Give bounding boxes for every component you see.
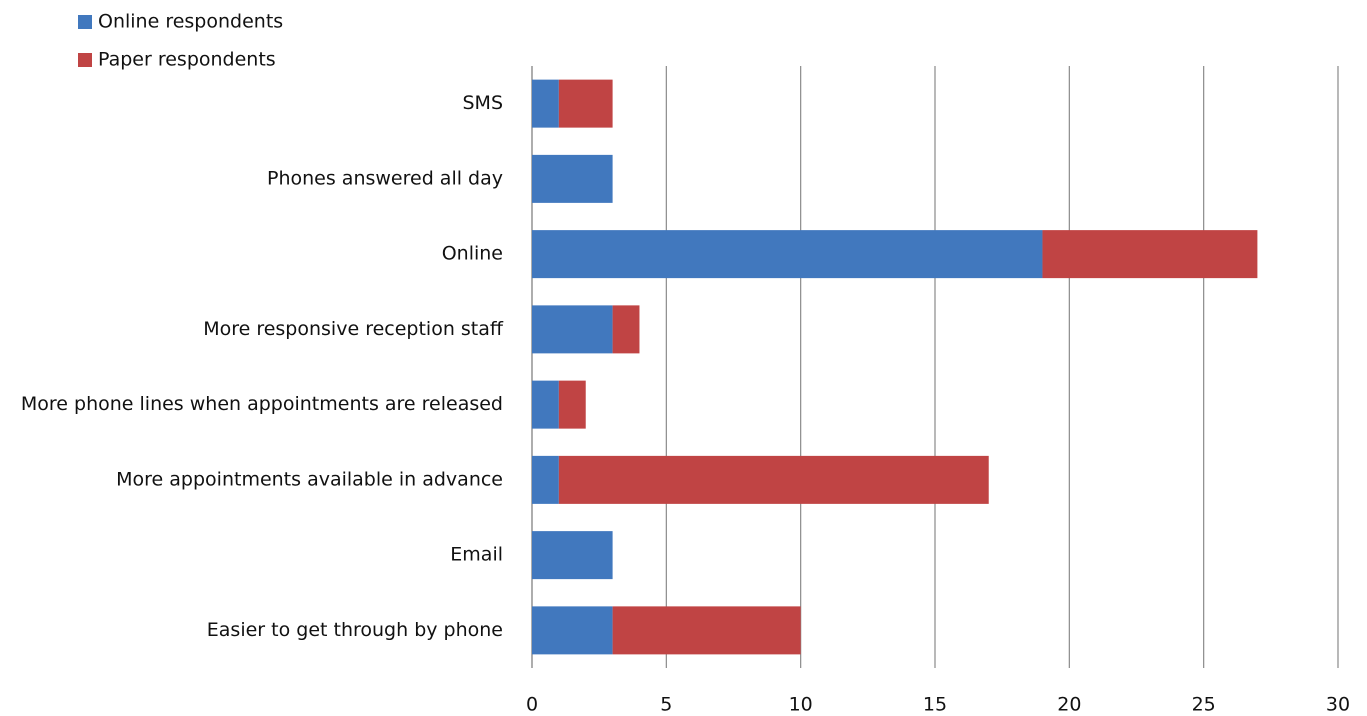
y-tick-label: More responsive reception staff: [203, 318, 504, 340]
legend-swatch: [78, 53, 92, 67]
y-tick-label: SMS: [462, 92, 503, 114]
y-tick-label: More appointments available in advance: [116, 468, 503, 490]
bar-segment: [532, 79, 559, 128]
legend-label: Paper respondents: [98, 49, 276, 71]
bar-segment: [612, 606, 801, 655]
y-tick-label: Email: [450, 544, 503, 566]
legend-swatch: [78, 15, 92, 29]
y-tick-label: Phones answered all day: [267, 167, 503, 189]
bar-segment: [532, 455, 559, 504]
y-tick-label: Online: [442, 243, 503, 265]
bar-segment: [532, 531, 613, 580]
bar-segment: [558, 380, 586, 429]
x-tick-label: 25: [1192, 694, 1216, 716]
y-tick-label: More phone lines when appointments are r…: [21, 393, 503, 415]
bar-segment: [558, 79, 613, 128]
legend-label: Online respondents: [98, 11, 283, 33]
bar-segment: [1042, 230, 1258, 279]
bar-segment: [532, 305, 613, 354]
bar-segment: [532, 230, 1043, 279]
bar-segment: [558, 455, 989, 504]
x-tick-label: 10: [789, 694, 813, 716]
bar-segment: [532, 380, 559, 429]
x-tick-label: 15: [923, 694, 947, 716]
bar-segment: [612, 305, 640, 354]
bar-segment: [532, 606, 613, 655]
x-tick-label: 20: [1057, 694, 1081, 716]
x-tick-label: 30: [1326, 694, 1350, 716]
y-tick-label: Easier to get through by phone: [207, 619, 503, 641]
bar-segment: [532, 154, 613, 203]
x-tick-label: 5: [660, 694, 672, 716]
x-tick-label: 0: [526, 694, 538, 716]
